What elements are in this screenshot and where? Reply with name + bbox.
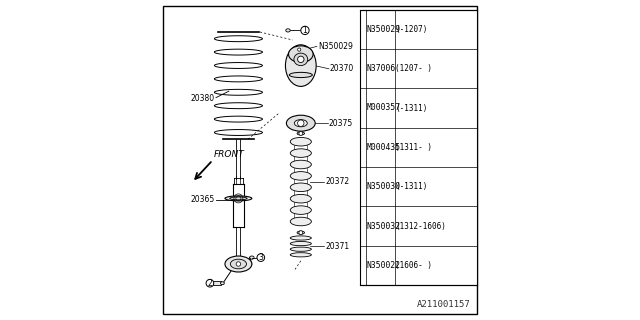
Text: N350029: N350029	[317, 42, 353, 51]
Text: N37006: N37006	[366, 64, 396, 73]
Ellipse shape	[294, 120, 307, 127]
Text: 20372: 20372	[325, 177, 349, 186]
Text: N350030: N350030	[366, 182, 401, 191]
Text: 3: 3	[363, 221, 367, 231]
Circle shape	[298, 120, 304, 126]
Ellipse shape	[291, 217, 312, 226]
Text: (1311- ): (1311- )	[396, 143, 432, 152]
Ellipse shape	[230, 259, 246, 269]
Ellipse shape	[291, 247, 312, 251]
Ellipse shape	[291, 195, 312, 203]
Text: (-1311): (-1311)	[396, 182, 428, 191]
Ellipse shape	[297, 132, 305, 135]
Ellipse shape	[250, 256, 254, 259]
Ellipse shape	[291, 172, 312, 180]
Text: (-1311): (-1311)	[396, 103, 428, 113]
Text: FRONT: FRONT	[214, 150, 244, 159]
Text: (1312-1606): (1312-1606)	[396, 221, 446, 231]
Text: N350032: N350032	[366, 221, 401, 231]
Ellipse shape	[294, 53, 308, 66]
Circle shape	[206, 279, 214, 287]
Ellipse shape	[291, 236, 312, 240]
Ellipse shape	[230, 197, 247, 200]
Text: 20365: 20365	[190, 196, 214, 204]
Ellipse shape	[291, 253, 312, 257]
Text: 2: 2	[207, 279, 212, 288]
Text: (-1207): (-1207)	[396, 25, 428, 34]
Text: A211001157: A211001157	[417, 300, 470, 309]
Ellipse shape	[291, 160, 312, 169]
Ellipse shape	[289, 46, 313, 62]
Circle shape	[301, 26, 309, 35]
Circle shape	[362, 104, 369, 112]
Text: 1: 1	[303, 26, 307, 35]
Text: 20371: 20371	[325, 242, 349, 251]
Bar	[212, 281, 221, 285]
Ellipse shape	[297, 47, 302, 52]
Circle shape	[362, 223, 369, 230]
Ellipse shape	[225, 196, 252, 201]
Ellipse shape	[285, 45, 316, 86]
Circle shape	[298, 48, 301, 51]
Ellipse shape	[297, 231, 305, 234]
Ellipse shape	[291, 206, 312, 214]
Text: N350022: N350022	[366, 261, 401, 270]
Ellipse shape	[289, 72, 312, 77]
Ellipse shape	[291, 149, 312, 157]
Ellipse shape	[285, 29, 291, 32]
Ellipse shape	[220, 282, 225, 285]
Ellipse shape	[287, 115, 316, 131]
Text: 20380: 20380	[190, 94, 214, 103]
Circle shape	[298, 56, 304, 63]
Text: (1606- ): (1606- )	[396, 261, 432, 270]
Text: 20375: 20375	[329, 119, 353, 128]
Text: 20370: 20370	[330, 64, 354, 73]
Circle shape	[236, 262, 241, 266]
Text: N350029: N350029	[366, 25, 401, 34]
Circle shape	[362, 26, 369, 33]
Text: 1: 1	[363, 25, 367, 34]
Circle shape	[299, 231, 303, 235]
Text: 3: 3	[259, 253, 263, 262]
Bar	[360, 10, 477, 285]
Ellipse shape	[291, 242, 312, 246]
Ellipse shape	[291, 137, 312, 146]
Text: (1207- ): (1207- )	[396, 64, 432, 73]
Ellipse shape	[291, 183, 312, 192]
Circle shape	[257, 254, 265, 261]
Text: 2: 2	[363, 103, 367, 113]
Text: M000435: M000435	[366, 143, 401, 152]
Circle shape	[299, 132, 303, 135]
Text: M000357: M000357	[366, 103, 401, 113]
Ellipse shape	[225, 256, 252, 272]
